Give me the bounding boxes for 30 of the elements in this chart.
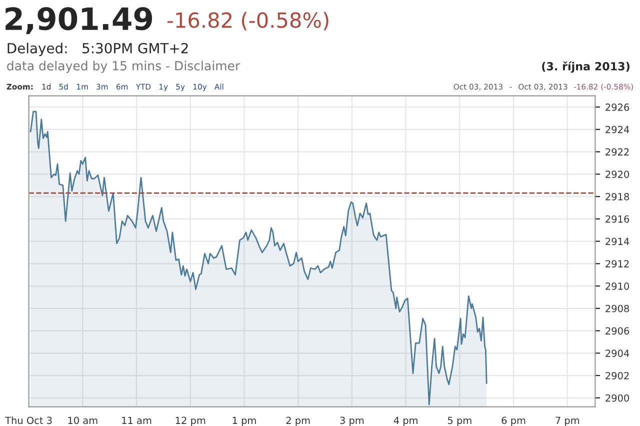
x-tick-label: 12 pm xyxy=(176,416,206,426)
x-tick-label: 2 pm xyxy=(286,416,310,426)
y-tick-label: 2920 xyxy=(606,170,630,178)
chart-subtitle: -16.82 (-0.58%) xyxy=(167,12,328,30)
y-tick-label: 2924 xyxy=(606,126,630,134)
y-tick-label: 2918 xyxy=(606,193,629,200)
y-tick-label: 2914 xyxy=(606,238,630,246)
y-tick-label: 2906 xyxy=(606,327,630,335)
x-tick-label: 5 pm xyxy=(448,416,472,426)
y-tick-label: 2912 xyxy=(606,260,629,268)
chart-title: 2,901.49 xyxy=(6,7,152,34)
text: Delayed: 5:30PM GMT+2 xyxy=(8,42,188,56)
text: data delayed by 15 mins - Disclaimer xyxy=(7,60,240,73)
x-tick-label: 10 am xyxy=(68,416,98,424)
x-tick-label: 4 pm xyxy=(394,416,418,426)
x-tick-label: 6 pm xyxy=(502,416,526,426)
y-tick-label: 2908 xyxy=(606,304,629,312)
y-tick-label: 2900 xyxy=(606,394,630,402)
y-tick-label: 2916 xyxy=(606,215,630,223)
y-tick-label: 2902 xyxy=(606,372,629,380)
text: (3. října 2013) xyxy=(542,61,630,73)
y-tick-label: 2922 xyxy=(606,148,629,156)
x-tick-label: 7 pm xyxy=(556,416,580,426)
y-tick-label: 2904 xyxy=(606,350,630,357)
x-tick-label: 1 pm xyxy=(232,416,256,426)
x-tick-label: 3 pm xyxy=(340,416,364,426)
y-tick-label: 2910 xyxy=(606,282,630,290)
x-tick-label: 11 am xyxy=(122,416,152,424)
y-tick-label: 2926 xyxy=(606,104,630,111)
x-tick-label: Thu Oct 3 xyxy=(5,416,52,424)
